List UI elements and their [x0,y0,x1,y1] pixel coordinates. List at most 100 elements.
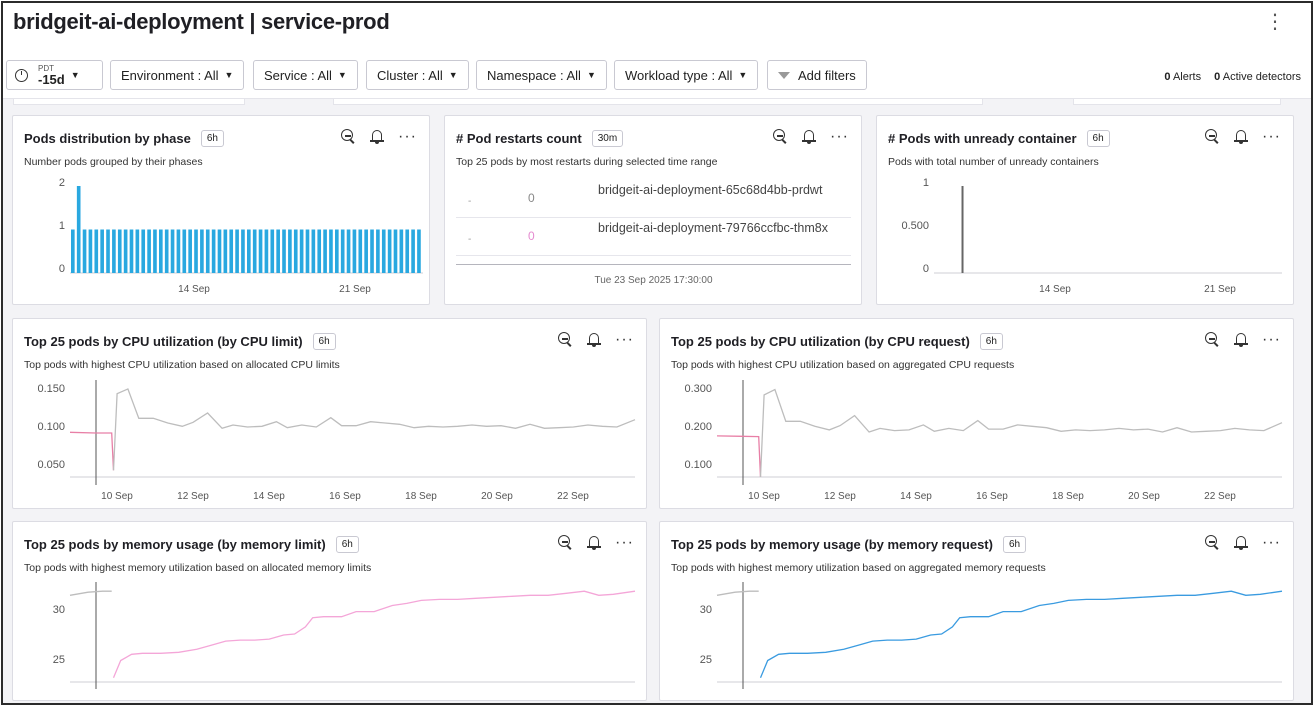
panel-title-row: Top 25 pods by memory usage (by memory l… [24,536,359,553]
x-tick: 14 Sep [253,491,285,502]
panel-description: Top pods with highest CPU utilization ba… [24,359,340,371]
namespace-filter[interactable]: Namespace : All ▼ [476,60,607,90]
bar [405,229,410,273]
more-options-icon[interactable]: ⋮ [1265,11,1285,33]
bell-icon[interactable] [1234,535,1248,550]
zoom-out-icon[interactable] [1205,332,1220,347]
time-badge: 6h [335,536,359,553]
panel-title: Top 25 pods by CPU utilization (by CPU r… [671,334,970,349]
bar [264,229,269,273]
x-tick: 16 Sep [976,491,1008,502]
more-icon[interactable]: ··· [830,127,849,145]
bar [305,229,310,273]
unready-chart: 1 0.500 0 14 Sep 21 Sep [901,177,1282,295]
time-badge: 30m [591,130,624,147]
y-tick: 0 [59,263,65,275]
bar [299,229,304,273]
more-icon[interactable]: ··· [1262,533,1281,551]
y-tick: 25 [53,654,65,666]
bar [399,229,404,273]
bar [129,229,134,273]
workload-type-filter[interactable]: Workload type : All ▼ [614,60,759,90]
zoom-out-icon[interactable] [341,129,356,144]
panel-title-row: Top 25 pods by memory usage (by memory r… [671,536,1027,553]
bar [252,229,257,273]
bell-icon[interactable] [802,129,816,144]
more-icon[interactable]: ··· [615,330,634,348]
chevron-down-icon: ▼ [448,70,458,80]
zoom-out-icon[interactable] [1205,129,1220,144]
series-line [69,431,115,471]
more-icon[interactable]: ··· [398,127,417,145]
panel-edge-above [1073,99,1281,105]
panel-description: Top 25 pods by most restarts during sele… [456,156,718,168]
x-tick: 12 Sep [177,491,209,502]
chevron-down-icon: ▼ [337,70,347,80]
zoom-out-icon[interactable] [773,129,788,144]
time-badge: 6h [312,333,336,350]
time-badge: 6h [1086,130,1110,147]
panel-edge-above [13,99,245,105]
panel-actions: ··· [1205,127,1281,145]
zoom-out-icon[interactable] [1205,535,1220,550]
environment-filter[interactable]: Environment : All ▼ [110,60,245,90]
more-icon[interactable]: ··· [1262,330,1281,348]
header: bridgeit-ai-deployment | service-prod ⋮ [3,3,1311,51]
bell-icon[interactable] [1234,332,1248,347]
service-filter[interactable]: Service : All ▼ [253,60,358,90]
phase-chart: 2 1 0 14 Sep 21 Sep [59,177,423,295]
bell-icon[interactable] [1234,129,1248,144]
add-filters-label: Add filters [798,67,856,83]
zoom-out-icon[interactable] [558,535,573,550]
bar [235,229,239,273]
bar [88,229,93,273]
bar [247,229,251,273]
bell-icon[interactable] [587,535,601,550]
panel-title-row: # Pod restarts count 30m [456,130,624,147]
chevron-down-icon: ▼ [70,70,80,80]
y-tick: 0 [923,263,929,275]
bell-icon[interactable] [370,129,384,144]
environment-filter-label: Environment : All [121,67,219,83]
panel-memory-usage-by-request: Top 25 pods by memory usage (by memory r… [659,521,1294,701]
bar [411,229,415,273]
panel-title: Top 25 pods by CPU utilization (by CPU l… [24,334,303,349]
add-filters-button[interactable]: Add filters [767,60,867,90]
bar [258,229,263,273]
y-tick: 0.500 [901,220,929,232]
bar [329,229,333,273]
bell-icon[interactable] [587,332,601,347]
x-tick: 20 Sep [481,491,513,502]
cluster-filter-label: Cluster : All [377,67,443,83]
x-tick: 10 Sep [748,491,780,502]
bar [82,229,87,273]
panel-actions: ··· [1205,533,1281,551]
x-tick: 18 Sep [405,491,437,502]
more-icon[interactable]: ··· [615,533,634,551]
table-row[interactable]: - 0 bridgeit-ai-deployment-65c68d4bb-prd… [456,180,851,218]
panel-title: # Pods with unready container [888,131,1077,146]
bar [352,229,357,273]
bar [323,229,327,273]
x-tick: 16 Sep [329,491,361,502]
cluster-filter[interactable]: Cluster : All ▼ [366,60,469,90]
bar [200,229,204,273]
panel-title: Top 25 pods by memory usage (by memory r… [671,537,993,552]
panel-description: Number pods grouped by their phases [24,156,203,168]
table-row[interactable]: - 0 bridgeit-ai-deployment-79766ccfbc-th… [456,218,851,256]
panel-title: Top 25 pods by memory usage (by memory l… [24,537,326,552]
bar [364,229,368,273]
zoom-out-icon[interactable] [558,332,573,347]
pod-name: bridgeit-ai-deployment-65c68d4bb-prdwt [598,183,823,197]
panel-cpu-utilization-by-limit: Top 25 pods by CPU utilization (by CPU l… [12,318,647,509]
bar [381,229,386,273]
mem-request-lines [716,590,1283,679]
bar [112,229,116,273]
more-icon[interactable]: ··· [1262,127,1281,145]
phase-bars [71,186,421,273]
time-range-picker[interactable]: PDT -15d ▼ [6,60,103,90]
alerts-status: 0 Alerts 0 Active detectors [1154,71,1301,83]
bar [358,229,363,273]
bar [270,229,275,273]
bar [117,229,122,273]
